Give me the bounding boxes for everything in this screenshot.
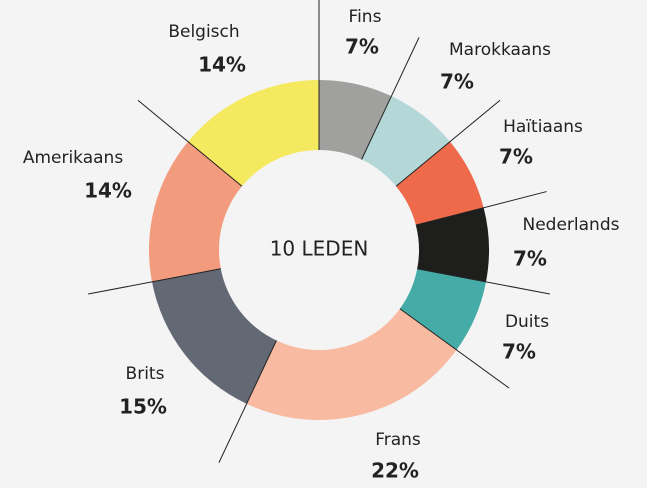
slice-name: Haïtiaans <box>503 117 583 137</box>
slice-name: Marokkaans <box>449 40 551 60</box>
slice-value: 15% <box>119 395 167 419</box>
donut-slice <box>399 268 486 350</box>
donut-slice <box>246 308 457 420</box>
slice-value: 7% <box>502 340 536 364</box>
leader-line <box>399 308 510 389</box>
slice-value: 22% <box>371 459 419 483</box>
leader-line <box>395 99 501 187</box>
donut-slice <box>396 141 484 226</box>
leader-lines <box>88 0 550 463</box>
donut-slice <box>148 141 242 282</box>
slice-name: Amerikaans <box>23 148 124 168</box>
slice-value: 7% <box>513 247 547 271</box>
center-label: 10 LEDEN <box>270 237 369 261</box>
slice-name: Belgisch <box>168 22 239 42</box>
leader-line <box>361 37 420 160</box>
leader-line <box>137 99 243 187</box>
slice-name: Fins <box>349 7 382 27</box>
slice-value: 14% <box>84 179 132 203</box>
slice-value: 7% <box>345 35 379 59</box>
slice-name: Frans <box>375 430 421 450</box>
donut-slice <box>319 80 392 160</box>
slice-value: 7% <box>440 70 474 94</box>
leader-line <box>415 191 547 226</box>
slice-name: Duits <box>505 312 549 332</box>
donut-slice <box>415 207 489 282</box>
donut-slice <box>188 80 319 187</box>
slice-value: 14% <box>198 53 246 77</box>
donut-slice <box>152 268 277 404</box>
donut-slice <box>361 96 450 187</box>
donut <box>148 80 489 420</box>
slice-name: Brits <box>126 364 165 384</box>
slice-value: 7% <box>499 145 533 169</box>
leader-line <box>417 268 550 295</box>
leader-line <box>88 268 221 295</box>
leader-line <box>218 340 277 463</box>
slice-name: Nederlands <box>523 215 620 235</box>
